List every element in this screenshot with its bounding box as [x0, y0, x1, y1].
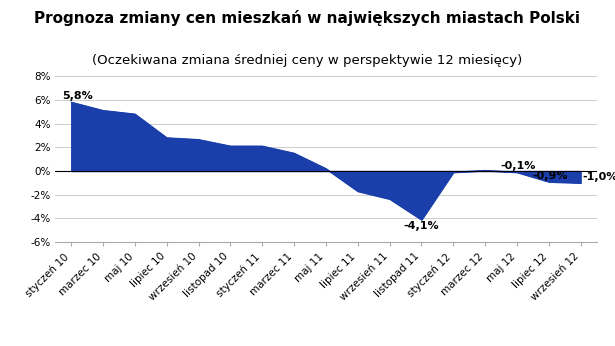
Text: Prognoza zmiany cen mieszkań w największych miastach Polski: Prognoza zmiany cen mieszkań w największ…	[34, 10, 581, 26]
Text: (Oczekiwana zmiana średniej ceny w perspektywie 12 miesięcy): (Oczekiwana zmiana średniej ceny w persp…	[92, 54, 523, 67]
Text: -4,1%: -4,1%	[403, 221, 439, 231]
Text: -0,9%: -0,9%	[533, 171, 568, 181]
Text: 5,8%: 5,8%	[62, 91, 92, 101]
Text: -1,0%: -1,0%	[582, 172, 615, 182]
Text: -0,1%: -0,1%	[501, 161, 536, 171]
